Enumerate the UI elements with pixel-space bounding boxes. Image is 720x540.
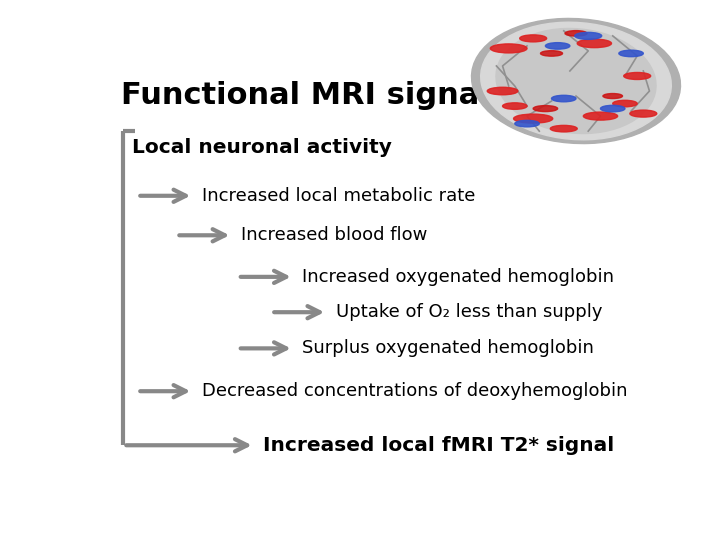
- Text: Increased local fMRI T2* signal: Increased local fMRI T2* signal: [263, 436, 614, 455]
- Ellipse shape: [577, 39, 611, 48]
- Ellipse shape: [600, 105, 625, 112]
- Text: Local neuronal activity: Local neuronal activity: [132, 138, 392, 158]
- Ellipse shape: [550, 125, 577, 132]
- Ellipse shape: [472, 18, 680, 144]
- Text: Uptake of O₂ less than supply: Uptake of O₂ less than supply: [336, 303, 602, 321]
- Ellipse shape: [481, 22, 671, 140]
- Ellipse shape: [490, 44, 527, 53]
- Text: Increased blood flow: Increased blood flow: [240, 226, 427, 244]
- Text: Functional MRI signal: Functional MRI signal: [121, 82, 490, 111]
- Text: Decreased concentrations of deoxyhemoglobin: Decreased concentrations of deoxyhemoglo…: [202, 382, 627, 400]
- Ellipse shape: [533, 106, 557, 112]
- Ellipse shape: [515, 120, 539, 127]
- Ellipse shape: [619, 50, 644, 57]
- Ellipse shape: [565, 31, 587, 36]
- Ellipse shape: [487, 87, 518, 95]
- Ellipse shape: [496, 29, 656, 133]
- Ellipse shape: [575, 32, 602, 39]
- Ellipse shape: [583, 112, 618, 120]
- Ellipse shape: [503, 103, 527, 109]
- Ellipse shape: [613, 100, 637, 107]
- Ellipse shape: [630, 110, 657, 117]
- Ellipse shape: [552, 95, 576, 102]
- Text: Increased local metabolic rate: Increased local metabolic rate: [202, 187, 475, 205]
- Ellipse shape: [541, 51, 562, 56]
- Text: Increased oxygenated hemoglobin: Increased oxygenated hemoglobin: [302, 268, 614, 286]
- Ellipse shape: [624, 72, 651, 79]
- Text: Surplus oxygenated hemoglobin: Surplus oxygenated hemoglobin: [302, 339, 594, 357]
- Ellipse shape: [520, 35, 546, 42]
- Ellipse shape: [513, 114, 553, 123]
- Ellipse shape: [546, 43, 570, 49]
- Ellipse shape: [603, 93, 623, 98]
